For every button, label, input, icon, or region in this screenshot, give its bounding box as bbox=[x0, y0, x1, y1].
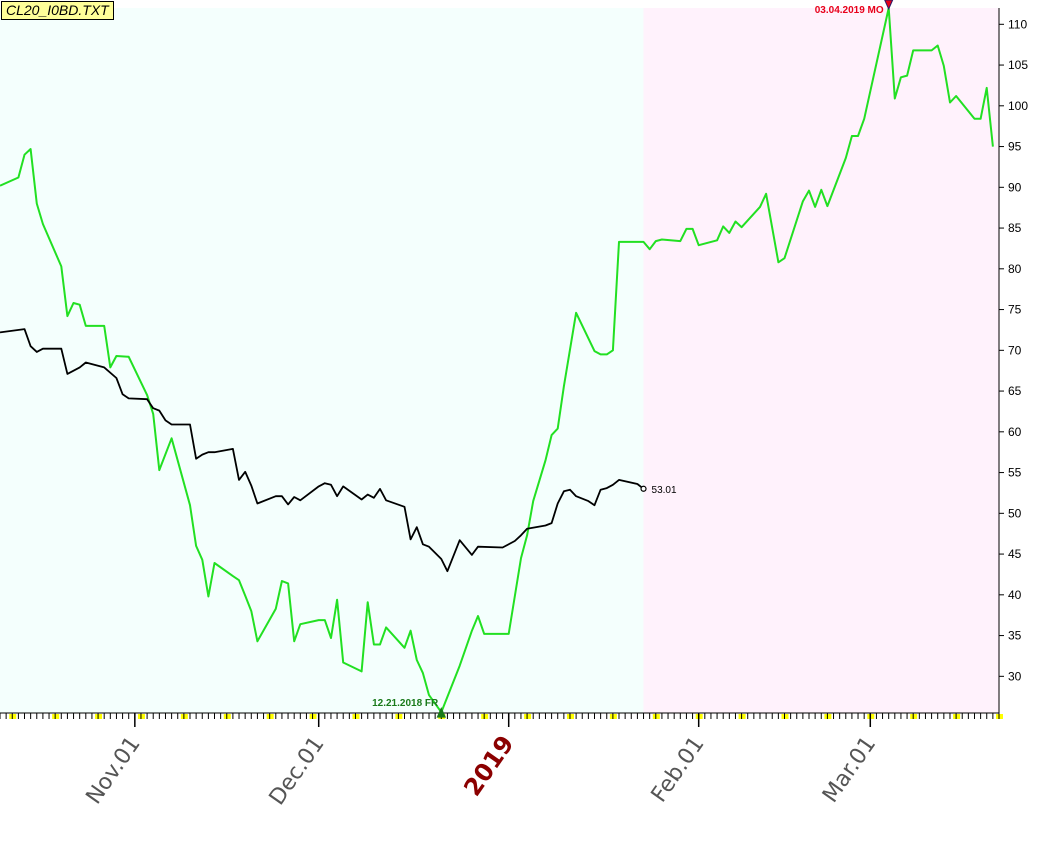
forecast-region-background bbox=[643, 8, 999, 713]
y-tick-label: 55 bbox=[1008, 466, 1022, 480]
price-line bbox=[0, 328, 645, 573]
y-tick-label: 65 bbox=[1008, 384, 1022, 398]
y-tick-label: 110 bbox=[1008, 17, 1027, 31]
y-tick-label: 30 bbox=[1008, 669, 1022, 683]
y-tick-label: 70 bbox=[1008, 343, 1022, 357]
high-label: 03.04.2019 MO bbox=[815, 5, 884, 16]
y-tick-label: 105 bbox=[1008, 58, 1028, 72]
y-axis: 30 35 40 45 50 55 60 65 70 75 80 85 90 95 100 105 110 bbox=[998, 8, 1028, 715]
last-value-marker bbox=[640, 485, 647, 492]
year-label: 2019 bbox=[458, 730, 519, 801]
y-tick-label: 90 bbox=[1008, 180, 1022, 194]
low-marker bbox=[436, 706, 447, 718]
y-tick-label: 45 bbox=[1008, 547, 1022, 561]
high-marker bbox=[884, 0, 894, 11]
month-label: Mar.01 bbox=[818, 732, 881, 807]
y-tick-label: 60 bbox=[1008, 425, 1022, 439]
y-tick-label: 85 bbox=[1008, 221, 1022, 235]
y-tick-label: 100 bbox=[1008, 99, 1028, 113]
past-region-background bbox=[0, 8, 644, 713]
y-tick-label: 80 bbox=[1008, 262, 1022, 276]
annotation-layer: 03.04.2019 MO 12.21.2018 FR 53.01 bbox=[372, 0, 894, 718]
forecast-line bbox=[0, 7, 994, 714]
low-label: 12.21.2018 FR bbox=[372, 698, 439, 709]
month-label: Dec.01 bbox=[265, 732, 330, 810]
y-tick-label: 50 bbox=[1008, 506, 1022, 520]
y-tick-label: 95 bbox=[1008, 140, 1022, 154]
file-title: CL20_I0BD.TXT bbox=[1, 1, 114, 20]
month-label: Feb.01 bbox=[647, 732, 710, 807]
series-layer bbox=[0, 7, 994, 714]
last-value-label: 53.01 bbox=[652, 485, 677, 496]
y-tick-label: 35 bbox=[1008, 629, 1022, 643]
y-tick-label: 40 bbox=[1008, 588, 1022, 602]
x-axis: Nov.01 Dec.01 2019 Feb.01 Mar.01 bbox=[0, 712, 1003, 810]
month-label: Nov.01 bbox=[82, 732, 146, 809]
y-tick-label: 75 bbox=[1008, 303, 1022, 317]
